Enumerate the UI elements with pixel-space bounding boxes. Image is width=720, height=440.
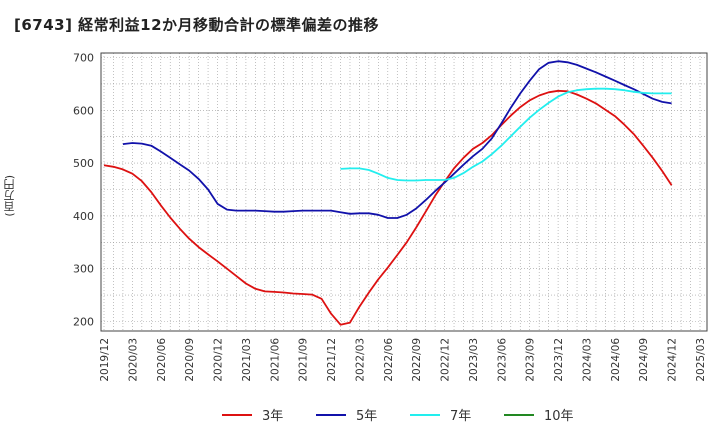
legend-label: 5年 bbox=[356, 409, 377, 424]
legend-label: 3年 bbox=[262, 409, 283, 424]
chart-title: [6743] 経常利益12か月移動合計の標準偏差の推移 bbox=[14, 16, 380, 34]
x-tick-label: 2022/12 bbox=[440, 338, 452, 382]
y-tick-label: 600 bbox=[73, 104, 94, 117]
x-tick-label: 2023/06 bbox=[496, 338, 508, 382]
x-tick-label: 2019/12 bbox=[99, 338, 111, 382]
plot-frame bbox=[100, 52, 708, 332]
legend-label: 10年 bbox=[544, 409, 574, 424]
x-tick-label: 2022/09 bbox=[411, 338, 423, 382]
x-tick-label: 2020/06 bbox=[156, 338, 168, 382]
series-line-1 bbox=[103, 89, 673, 326]
y-tick-label: 300 bbox=[73, 263, 94, 276]
x-tick-label: 2024/09 bbox=[638, 338, 650, 382]
series-line-2 bbox=[122, 60, 672, 219]
y-tick-label: 500 bbox=[73, 157, 94, 170]
x-tick-label: 2024/06 bbox=[610, 338, 622, 382]
x-tick-label: 2024/03 bbox=[581, 338, 593, 382]
series-line-3 bbox=[340, 87, 672, 182]
x-tick-label: 2022/06 bbox=[383, 338, 395, 382]
y-tick-label: 400 bbox=[73, 210, 94, 223]
x-tick-label: 2021/09 bbox=[298, 338, 310, 382]
x-tick-label: 2021/12 bbox=[326, 338, 338, 382]
x-tick-label: 2023/03 bbox=[468, 338, 480, 382]
x-tick-label: 2024/12 bbox=[667, 338, 679, 382]
x-tick-label: 2023/09 bbox=[525, 338, 537, 382]
x-tick-label: 2022/03 bbox=[354, 338, 366, 382]
x-tick-label: 2020/12 bbox=[213, 338, 225, 382]
y-tick-label: 700 bbox=[73, 52, 94, 65]
x-tick-label: 2023/12 bbox=[553, 338, 565, 382]
y-tick-label: 200 bbox=[73, 316, 94, 329]
x-tick-label: 2020/09 bbox=[184, 338, 196, 382]
legend-label: 7年 bbox=[450, 409, 471, 424]
x-tick-label: 2025/03 bbox=[695, 338, 707, 382]
plot-area bbox=[101, 53, 707, 331]
x-tick-label: 2021/06 bbox=[269, 338, 281, 382]
x-tick-label: 2021/03 bbox=[241, 338, 253, 382]
x-tick-label: 2020/03 bbox=[127, 338, 139, 382]
